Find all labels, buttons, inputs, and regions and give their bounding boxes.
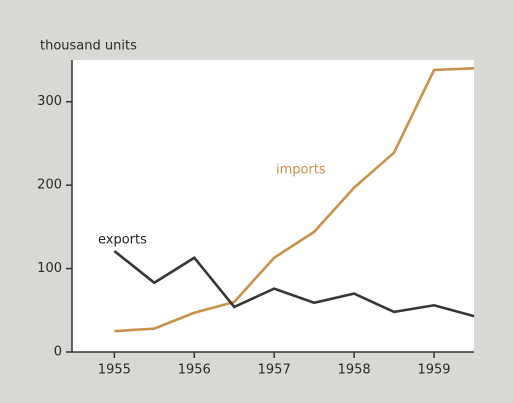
x-tick-label: 1957 — [258, 363, 291, 378]
x-tick-label: 1956 — [178, 363, 211, 378]
y-axis-label: thousand units — [40, 39, 137, 54]
y-tick-label: 300 — [37, 94, 62, 109]
line-series — [113, 250, 475, 318]
series-label: imports — [276, 163, 326, 178]
x-tick-label: 1959 — [417, 363, 450, 378]
x-tick-label: 1955 — [98, 363, 131, 378]
x-tick-label: 1958 — [338, 363, 371, 378]
y-tick-label: 200 — [37, 178, 62, 193]
plot-area — [72, 60, 474, 352]
line-series — [114, 67, 475, 333]
series-label: exports — [98, 233, 147, 248]
y-tick-label: 0 — [54, 345, 62, 360]
y-tick-label: 100 — [37, 261, 62, 276]
